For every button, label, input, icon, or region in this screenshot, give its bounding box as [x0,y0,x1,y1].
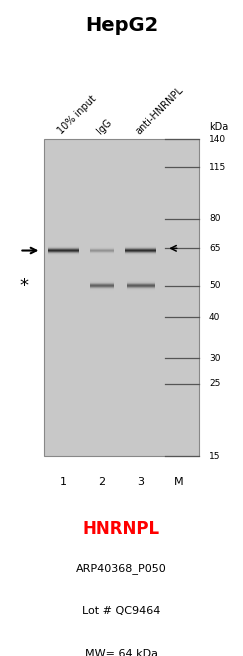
Text: 40: 40 [209,313,220,321]
Text: HepG2: HepG2 [85,16,158,35]
Text: 15: 15 [209,452,220,461]
Text: 140: 140 [209,135,226,144]
Text: 2: 2 [98,477,106,487]
Text: 3: 3 [138,477,144,487]
Text: IgG: IgG [95,117,114,136]
Text: ARP40368_P050: ARP40368_P050 [76,563,167,574]
Text: Lot # QC9464: Lot # QC9464 [82,606,161,616]
Text: 10% input: 10% input [56,94,98,136]
Text: *: * [20,277,29,295]
Text: anti-HNRNPL: anti-HNRNPL [134,85,185,136]
Text: M: M [174,477,184,487]
Text: kDa: kDa [209,122,228,132]
Text: 25: 25 [209,379,220,388]
Text: HNRNPL: HNRNPL [83,520,160,538]
Text: MW= 64 kDa: MW= 64 kDa [85,649,158,656]
Text: 115: 115 [209,163,226,172]
Text: 1: 1 [60,477,67,487]
Text: 65: 65 [209,244,220,253]
Text: 30: 30 [209,354,220,363]
Text: 50: 50 [209,281,220,290]
Text: 80: 80 [209,215,220,223]
